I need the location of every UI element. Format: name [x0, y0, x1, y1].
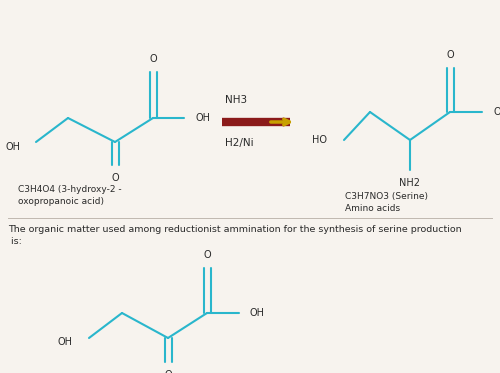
Text: H2/Ni: H2/Ni: [225, 138, 254, 148]
Text: NH2: NH2: [400, 178, 420, 188]
Text: OH: OH: [5, 142, 20, 152]
Text: O: O: [203, 250, 211, 260]
Text: O: O: [164, 370, 172, 373]
Text: C3H7NO3 (Serine)
Amino acids: C3H7NO3 (Serine) Amino acids: [345, 192, 428, 213]
Text: C3H4O4 (3-hydroxy-2 -
oxopropanoic acid): C3H4O4 (3-hydroxy-2 - oxopropanoic acid): [18, 185, 122, 206]
Text: O: O: [111, 173, 119, 183]
Text: OH: OH: [250, 308, 265, 318]
Text: OH: OH: [58, 337, 73, 347]
Text: The organic matter used among reductionist ammination for the synthesis of serin: The organic matter used among reductioni…: [8, 225, 462, 246]
Text: OH: OH: [493, 107, 500, 117]
Text: OH: OH: [195, 113, 210, 123]
Text: O: O: [446, 50, 454, 60]
Text: O: O: [149, 54, 157, 64]
Text: NH3: NH3: [225, 95, 247, 105]
Text: HO: HO: [312, 135, 327, 145]
